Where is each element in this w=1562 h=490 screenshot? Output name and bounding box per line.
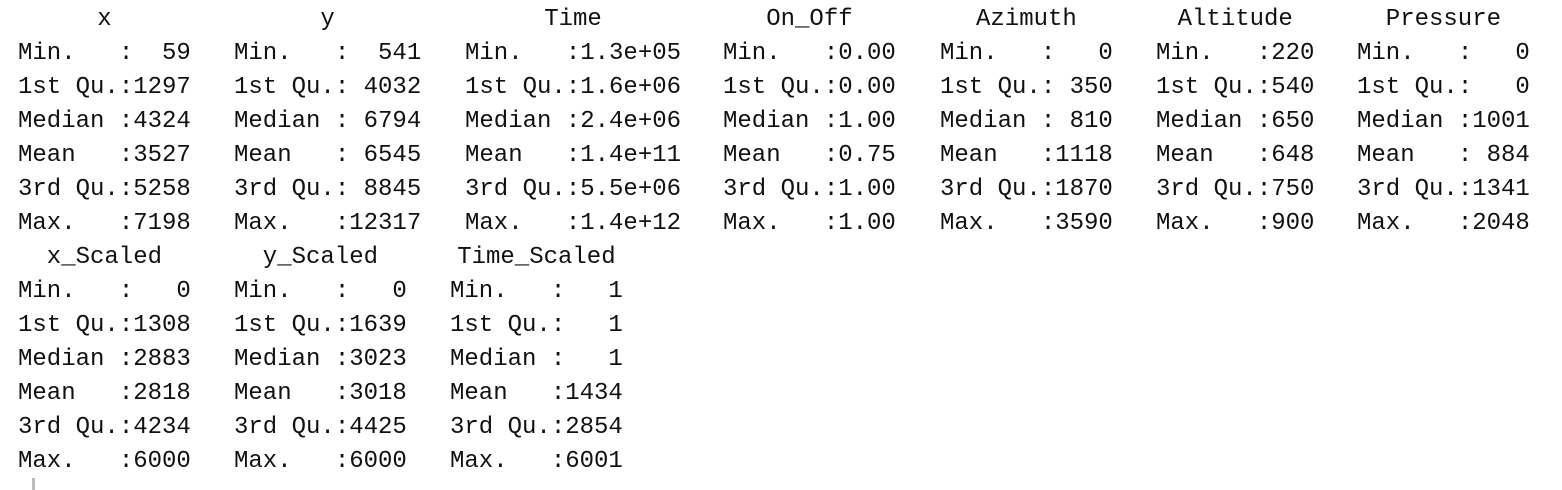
summary-column: y Min. : 541 1st Qu.: 4032 Median : 6794 Mea… [234,3,421,241]
summary-column: x Min. : 59 1st Qu.:1297 Median :4324 Mean :… [18,3,191,241]
summary-row: Max. :12317 [234,210,422,237]
summary-row: Min. : 541 [234,40,422,67]
summary-row: Max. :6000 [234,448,407,475]
summary-row: Min. : 0 [234,278,407,305]
summary-row: Min. : 0 [18,278,191,305]
summary-row: 3rd Qu.:1870 [940,176,1113,203]
summary-row: Mean :1.4e+11 [465,142,682,169]
column-header: Altitude [1177,6,1293,33]
cursor [32,478,35,490]
summary-row: Min. : 0 [1357,40,1530,67]
summary-row: Min. :0.00 [723,40,896,67]
summary-row: 1st Qu.: 0 [1357,74,1530,101]
summary-row: Median :1.00 [723,108,896,135]
summary-column: Altitude Min. :220 1st Qu.:540 Median :650 M… [1156,3,1314,241]
summary-row: Median :1001 [1357,108,1530,135]
summary-row: Mean :0.75 [723,142,896,169]
summary-row: Median :2.4e+06 [465,108,682,135]
summary-row: Median : 810 [940,108,1113,135]
summary-row: 3rd Qu.:1.00 [723,176,896,203]
summary-row: Max. :1.4e+12 [465,210,682,237]
summary-row: 3rd Qu.:1341 [1357,176,1530,203]
summary-column: Pressure Min. : 0 1st Qu.: 0 Median :1001 Me… [1357,3,1530,241]
summary-column: Time Min. :1.3e+05 1st Qu.:1.6e+06 Median :… [465,3,681,241]
summary-row: 1st Qu.: 1 [450,312,623,339]
column-header: Time [544,6,602,33]
summary-row: Mean : 6545 [234,142,422,169]
summary-row: Mean : 884 [1357,142,1530,169]
summary-row: 1st Qu.: 4032 [234,74,422,101]
summary-column: On_Off Min. :0.00 1st Qu.:0.00 Median :1.00… [723,3,896,241]
summary-row: Mean :2818 [18,380,191,407]
column-header: Time_Scaled [457,244,616,271]
summary-row: Max. :6000 [18,448,191,475]
summary-row: 3rd Qu.:750 [1156,176,1315,203]
summary-row: Min. : 59 [18,40,191,67]
summary-row: Min. : 0 [940,40,1113,67]
summary-row: Max. :900 [1156,210,1315,237]
summary-row: 1st Qu.:1297 [18,74,191,101]
column-header: x [97,6,112,33]
summary-row: Median :650 [1156,108,1315,135]
summary-row: Mean :1434 [450,380,623,407]
summary-column: y_Scaled Min. : 0 1st Qu.:1639 Median :3023… [234,241,407,479]
column-header: y [320,6,335,33]
summary-column: Time_Scaled Min. : 1 1st Qu.: 1 Median : 1 M… [450,241,623,479]
column-header: x_Scaled [46,244,163,271]
summary-row: 3rd Qu.:5.5e+06 [465,176,682,203]
summary-row: 1st Qu.:1.6e+06 [465,74,682,101]
summary-row: Median :3023 [234,346,407,373]
summary-row: 1st Qu.:0.00 [723,74,896,101]
summary-row: Mean :3527 [18,142,191,169]
summary-row: 1st Qu.:540 [1156,74,1315,101]
column-header: Pressure [1385,6,1502,33]
summary-row: 3rd Qu.: 8845 [234,176,422,203]
summary-column: Azimuth Min. : 0 1st Qu.: 350 Median : 810 M… [940,3,1113,241]
summary-row: Max. :2048 [1357,210,1530,237]
summary-row: Max. :7198 [18,210,191,237]
summary-row: 1st Qu.: 350 [940,74,1113,101]
column-header: On_Off [766,6,853,33]
summary-row: Max. :3590 [940,210,1113,237]
summary-row: 3rd Qu.:4234 [18,414,191,441]
summary-row: 3rd Qu.:4425 [234,414,407,441]
summary-row: Median :2883 [18,346,191,373]
summary-row: Mean :648 [1156,142,1315,169]
summary-row: Median : 6794 [234,108,422,135]
summary-row: Mean :3018 [234,380,407,407]
summary-row: Min. : 1 [450,278,623,305]
summary-row: 3rd Qu.:2854 [450,414,623,441]
summary-row: Median :4324 [18,108,191,135]
summary-row: Min. :220 [1156,40,1315,67]
summary-row: 1st Qu.:1639 [234,312,407,339]
summary-row: 3rd Qu.:5258 [18,176,191,203]
summary-row: Median : 1 [450,346,623,373]
summary-row: Max. :6001 [450,448,623,475]
summary-row: 1st Qu.:1308 [18,312,191,339]
summary-row: Mean :1118 [940,142,1113,169]
column-header: y_Scaled [262,244,379,271]
summary-column: x_Scaled Min. : 0 1st Qu.:1308 Median :2883… [18,241,191,479]
summary-row: Min. :1.3e+05 [465,40,682,67]
column-header: Azimuth [976,6,1077,33]
summary-row: Max. :1.00 [723,210,896,237]
